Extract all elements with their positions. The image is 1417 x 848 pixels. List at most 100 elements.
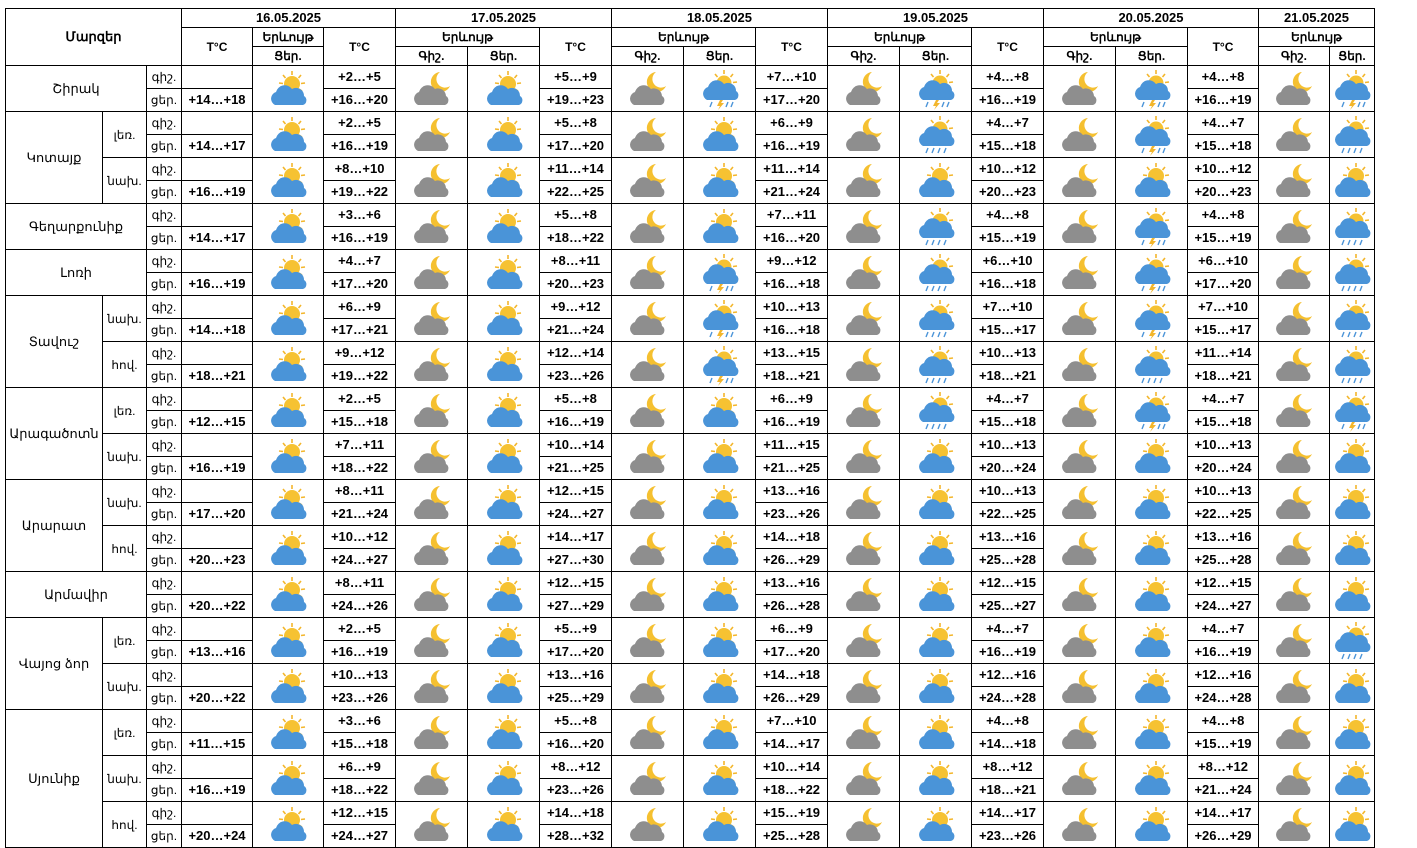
day-temp: +21…+24 [1187,778,1259,802]
date-header: 21.05.2025 [1258,8,1375,28]
sun-behind-cloud-icon [482,344,526,386]
region-name: Սյունիք [5,709,103,848]
temp-header: T°C [971,27,1044,66]
moon-behind-grey-cloud-icon [1258,157,1330,204]
night-temp: +10…+12 [323,525,396,549]
time-of-day-night: գիշ. [146,157,182,181]
sun-cloud-thunder-rain-icon [683,341,756,388]
sun-behind-cloud-icon [252,433,324,480]
moon-behind-grey-cloud-icon [1043,663,1116,710]
sun-cloud-thunder-rain-icon [698,344,742,386]
sun-behind-cloud-icon [914,666,958,708]
sun-behind-cloud-icon [1329,157,1375,204]
sun-behind-cloud-icon [1130,712,1174,754]
sun-cloud-rain-icon [1329,203,1375,250]
sun-behind-cloud-icon [1115,157,1188,204]
night-temp: +12…+15 [1187,571,1259,595]
night-temp: +4…+7 [971,387,1044,411]
sun-behind-cloud-icon [914,528,958,570]
date-header: 18.05.2025 [611,8,828,28]
moon-behind-grey-cloud-icon [611,617,684,664]
sun-cloud-rain-icon [914,114,958,156]
sun-behind-cloud-icon [1130,758,1174,800]
night-temp [181,617,253,641]
moon-behind-grey-cloud-icon [842,344,886,386]
moon-behind-grey-cloud-icon [1258,111,1330,158]
moon-behind-grey-cloud-icon [626,298,670,340]
night-temp [181,709,253,733]
moon-behind-grey-cloud-icon [1043,111,1116,158]
sun-cloud-rain-icon [899,387,972,434]
time-of-day-night: գիշ. [146,755,182,779]
subregion-name: հով. [102,525,147,572]
sun-behind-cloud-icon [1329,663,1375,710]
sun-behind-cloud-icon [467,249,540,296]
moon-behind-grey-cloud-icon [1058,620,1102,662]
sun-behind-cloud-icon [467,755,540,802]
moon-behind-grey-cloud-icon [842,712,886,754]
phenomenon-header: Երևույթ [1258,27,1375,47]
day-temp: +16…+19 [323,640,396,664]
sun-behind-cloud-icon [1115,525,1188,572]
region-name: Արարատ [5,479,103,572]
night-temp: +3…+6 [323,709,396,733]
day-header: Ցեր. [683,46,756,66]
sun-cloud-thunder-rain-icon [698,252,742,294]
phenomenon-header: Երևույթ [611,27,756,47]
subregion-name: լեռ. [102,617,147,664]
time-of-day-day: ցեր. [146,778,182,802]
moon-behind-grey-cloud-icon [1272,804,1316,846]
moon-behind-grey-cloud-icon [626,758,670,800]
sun-behind-cloud-icon [698,804,742,846]
moon-behind-grey-cloud-icon [842,160,886,202]
sun-behind-cloud-icon [1130,574,1174,616]
sun-behind-cloud-icon [698,528,742,570]
temp-header: T°C [1187,27,1259,66]
day-header: Ցեր. [899,46,972,66]
moon-behind-grey-cloud-icon [1258,387,1330,434]
sun-cloud-rain-icon [914,206,958,248]
sun-cloud-thunder-rain-icon [1330,390,1374,432]
sun-behind-cloud-icon [252,525,324,572]
day-temp: +20…+23 [539,272,612,296]
sun-behind-cloud-icon [252,157,324,204]
sun-behind-cloud-icon [467,663,540,710]
moon-behind-grey-cloud-icon [1272,528,1316,570]
moon-behind-grey-cloud-icon [395,295,468,342]
sun-behind-cloud-icon [1130,804,1174,846]
moon-behind-grey-cloud-icon [827,295,900,342]
temp-header: T°C [323,27,396,66]
time-of-day-day: ցեր. [146,88,182,112]
day-temp: +16…+19 [971,640,1044,664]
temp-header: T°C [181,27,253,66]
sun-behind-cloud-icon [698,436,742,478]
day-temp: +15…+18 [971,134,1044,158]
day-temp: +18…+22 [323,778,396,802]
temp-header: T°C [755,27,828,66]
day-temp: +17…+20 [539,640,612,664]
day-temp: +25…+28 [755,824,828,848]
sun-behind-cloud-icon [1330,436,1374,478]
sun-behind-cloud-icon [467,479,540,526]
moon-behind-grey-cloud-icon [842,574,886,616]
sun-behind-cloud-icon [252,755,324,802]
moon-behind-grey-cloud-icon [1272,68,1316,110]
day-temp: +22…+25 [539,180,612,204]
night-temp: +7…+10 [1187,295,1259,319]
moon-behind-grey-cloud-icon [395,157,468,204]
night-temp: +10…+13 [1187,433,1259,457]
moon-behind-grey-cloud-icon [1272,758,1316,800]
sun-behind-cloud-icon [467,709,540,756]
moon-behind-grey-cloud-icon [827,111,900,158]
moon-behind-grey-cloud-icon [1272,160,1316,202]
day-temp: +20…+22 [181,594,253,618]
moon-behind-grey-cloud-icon [1272,574,1316,616]
day-temp: +26…+29 [755,686,828,710]
moon-behind-grey-cloud-icon [842,620,886,662]
sun-cloud-rain-icon [1330,620,1374,662]
night-temp [181,801,253,825]
moon-behind-grey-cloud-icon [410,298,454,340]
sun-behind-cloud-icon [698,666,742,708]
sun-behind-cloud-icon [683,433,756,480]
sun-behind-cloud-icon [266,758,310,800]
